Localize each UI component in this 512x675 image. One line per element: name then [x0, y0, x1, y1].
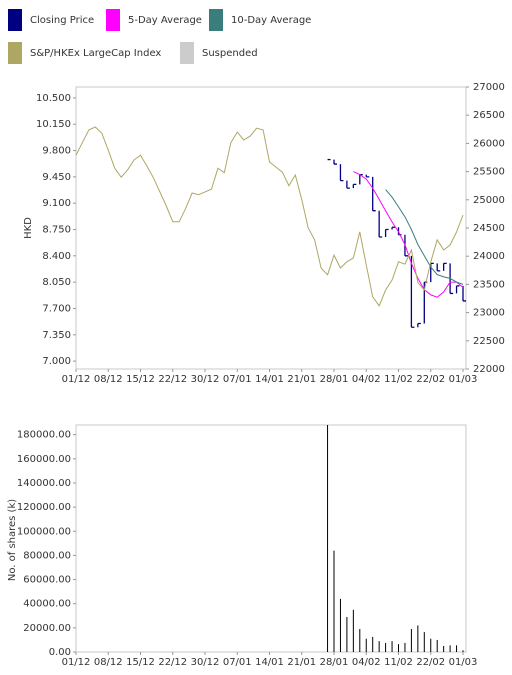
y-tick-label: 160000.00	[17, 454, 71, 465]
x-tick-label: 15/12	[126, 657, 155, 668]
y-tick-label: 60000.00	[23, 575, 71, 586]
closing-price-bar	[436, 263, 441, 272]
legend-label: 5-Day Average	[128, 15, 202, 26]
closing-price-bar	[333, 159, 337, 165]
x-tick-label: 01/12	[62, 657, 91, 668]
y2-tick-label: 23500	[473, 279, 505, 290]
closing-price-bar	[455, 285, 460, 294]
closing-price-bar	[410, 255, 415, 328]
x-tick-label: 22/12	[158, 657, 187, 668]
closing-price-bar	[443, 262, 447, 271]
y-tick-label: 8.750	[42, 225, 71, 236]
y-tick-label: 7.700	[42, 303, 71, 314]
x-tick-label: 22/02	[416, 657, 445, 668]
y-tick-label: 140000.00	[17, 478, 71, 489]
y2-tick-label: 26000	[473, 138, 505, 149]
y-axis-title: HKD	[23, 217, 34, 239]
y-tick-label: 0.00	[49, 647, 71, 658]
y-tick-label: 10.150	[36, 119, 71, 130]
y-tick-label: 9.800	[42, 146, 71, 157]
y-tick-label: 10.500	[36, 93, 71, 104]
x-tick-label: 04/02	[352, 657, 381, 668]
x-tick-label: 28/01	[320, 657, 349, 668]
y-tick-label: 20000.00	[23, 623, 71, 634]
y2-tick-label: 26500	[473, 110, 505, 121]
closing-price-bar	[352, 183, 357, 189]
legend-swatch	[209, 9, 223, 31]
x-tick-label: 01/12	[62, 374, 91, 385]
y-axis-title: No. of shares (k)	[7, 499, 18, 581]
y-tick-label: 180000.00	[17, 430, 71, 441]
closing-price-bar	[339, 164, 344, 182]
y-tick-label: 9.100	[42, 198, 71, 209]
y-tick-label: 80000.00	[23, 550, 71, 561]
x-tick-label: 28/01	[320, 374, 349, 385]
legend-label: Closing Price	[30, 15, 94, 26]
closing-price-bar	[391, 226, 396, 230]
closing-price-bar	[417, 322, 421, 328]
legend-label: 10-Day Average	[231, 15, 311, 26]
y2-tick-label: 24000	[473, 251, 505, 262]
series-line	[385, 189, 464, 285]
y-tick-label: 8.400	[42, 251, 71, 262]
x-tick-label: 14/01	[255, 374, 284, 385]
x-tick-label: 21/01	[287, 657, 316, 668]
x-tick-label: 22/12	[158, 374, 187, 385]
x-tick-label: 14/01	[255, 657, 284, 668]
x-tick-label: 21/01	[287, 374, 316, 385]
x-tick-label: 11/02	[384, 374, 413, 385]
legend-swatch	[8, 42, 22, 64]
series-line	[75, 126, 464, 307]
series-line	[353, 171, 464, 298]
x-tick-label: 08/12	[94, 657, 123, 668]
y-tick-label: 7.350	[42, 330, 71, 341]
legend-swatch	[180, 42, 194, 64]
y2-tick-label: 27000	[473, 82, 505, 93]
y2-tick-label: 25500	[473, 167, 505, 178]
x-tick-label: 11/02	[384, 657, 413, 668]
x-tick-label: 01/03	[449, 374, 478, 385]
x-tick-label: 04/02	[352, 374, 381, 385]
plot-frame	[75, 86, 467, 370]
y2-tick-label: 25000	[473, 195, 505, 206]
closing-price-bar	[365, 174, 370, 178]
x-tick-label: 07/01	[223, 657, 252, 668]
y-tick-label: 8.050	[42, 277, 71, 288]
x-tick-label: 01/03	[449, 657, 478, 668]
y-tick-label: 120000.00	[17, 502, 71, 513]
x-tick-label: 30/12	[191, 657, 220, 668]
x-tick-label: 08/12	[94, 374, 123, 385]
y2-tick-label: 22500	[473, 336, 505, 347]
x-tick-label: 30/12	[191, 374, 220, 385]
y-tick-label: 9.450	[42, 172, 71, 183]
closing-price-bar	[384, 228, 389, 238]
legend-label: Suspended	[202, 48, 258, 59]
closing-price-bar	[378, 210, 383, 238]
y-tick-label: 100000.00	[17, 526, 71, 537]
plot-frame	[75, 424, 467, 653]
y-tick-label: 7.000	[42, 356, 71, 367]
legend-swatch	[106, 9, 120, 31]
legend-label: S&P/HKEx LargeCap Index	[30, 48, 161, 59]
closing-price-bar	[430, 262, 434, 283]
y2-tick-label: 23000	[473, 308, 505, 319]
legend-swatch	[8, 9, 22, 31]
closing-price-bar	[462, 285, 466, 302]
x-tick-label: 07/01	[223, 374, 252, 385]
y2-tick-label: 22000	[473, 364, 505, 375]
x-tick-label: 22/02	[416, 374, 445, 385]
x-tick-label: 15/12	[126, 374, 155, 385]
y-tick-label: 40000.00	[23, 599, 71, 610]
closing-price-bar	[372, 176, 376, 212]
closing-price-bar	[346, 180, 350, 189]
y2-tick-label: 24500	[473, 223, 505, 234]
